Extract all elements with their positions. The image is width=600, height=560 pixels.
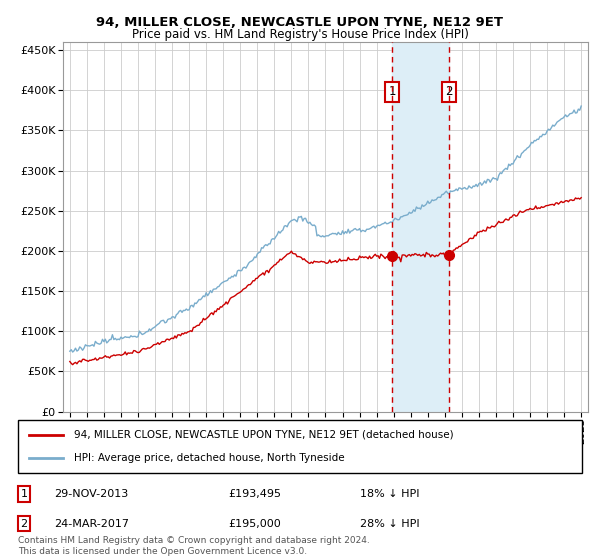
Text: Price paid vs. HM Land Registry's House Price Index (HPI): Price paid vs. HM Land Registry's House …	[131, 28, 469, 41]
Text: 1: 1	[20, 489, 28, 499]
Text: Contains HM Land Registry data © Crown copyright and database right 2024.
This d: Contains HM Land Registry data © Crown c…	[18, 536, 370, 556]
Text: 2: 2	[20, 519, 28, 529]
Text: 24-MAR-2017: 24-MAR-2017	[54, 519, 129, 529]
Text: £195,000: £195,000	[228, 519, 281, 529]
Text: 29-NOV-2013: 29-NOV-2013	[54, 489, 128, 499]
Text: 2: 2	[445, 85, 452, 99]
Text: £193,495: £193,495	[228, 489, 281, 499]
Text: 28% ↓ HPI: 28% ↓ HPI	[360, 519, 419, 529]
Text: 18% ↓ HPI: 18% ↓ HPI	[360, 489, 419, 499]
Text: HPI: Average price, detached house, North Tyneside: HPI: Average price, detached house, Nort…	[74, 453, 345, 463]
Text: 94, MILLER CLOSE, NEWCASTLE UPON TYNE, NE12 9ET (detached house): 94, MILLER CLOSE, NEWCASTLE UPON TYNE, N…	[74, 430, 454, 440]
Text: 1: 1	[389, 85, 396, 99]
Bar	[392, 42, 449, 412]
FancyBboxPatch shape	[18, 420, 582, 473]
Text: 94, MILLER CLOSE, NEWCASTLE UPON TYNE, NE12 9ET: 94, MILLER CLOSE, NEWCASTLE UPON TYNE, N…	[97, 16, 503, 29]
